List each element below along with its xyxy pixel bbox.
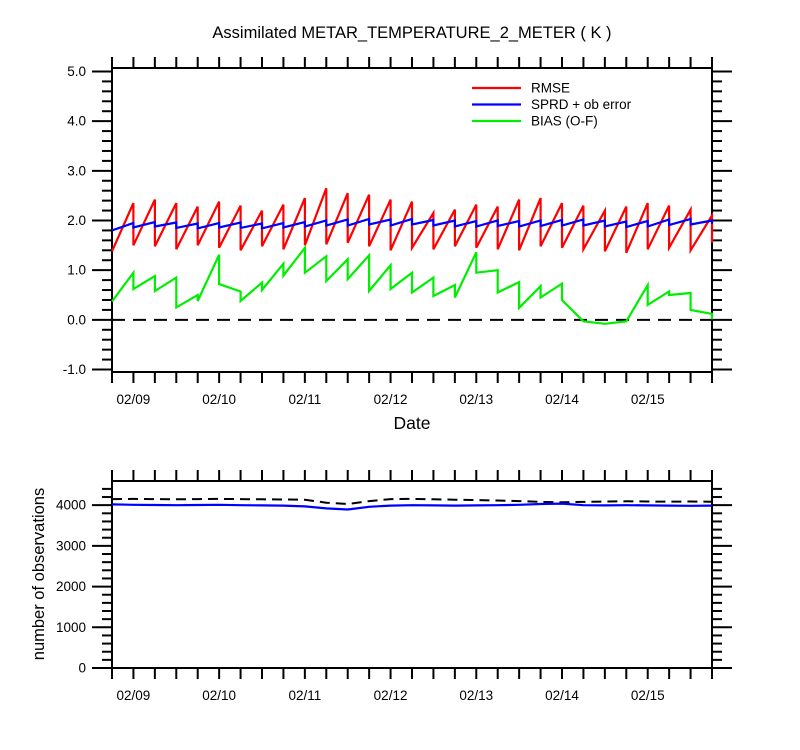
error-panel: -1.0 0.0 1.0 2.0 3.0 4.0 5.0 02/09 02/10 02/11 02/… xyxy=(63,57,732,407)
date-tick-label: 02/15 xyxy=(631,392,665,407)
plot-box xyxy=(111,480,713,669)
x-axis-title: Date xyxy=(394,413,431,433)
legend-label-rmse: RMSE xyxy=(531,81,570,96)
date-tick-label: 02/10 xyxy=(202,688,236,703)
date-tick-label: 02/14 xyxy=(545,688,579,703)
date-tick-label: 02/10 xyxy=(202,392,236,407)
legend: RMSE SPRD + ob error BIAS (O-F) xyxy=(472,81,632,129)
series-obs-solid xyxy=(111,502,713,511)
date-tick-label: 02/11 xyxy=(288,392,321,407)
y-tick-label: 3000 xyxy=(56,538,86,553)
date-tick-label: 02/12 xyxy=(374,688,408,703)
series-sprd xyxy=(111,217,714,232)
y-tick-label: 2000 xyxy=(56,579,86,594)
y-tick-label: 2.0 xyxy=(67,213,86,228)
y-tick-label: 0.0 xyxy=(67,312,86,327)
date-tick-label: 02/12 xyxy=(374,392,408,407)
y-tick-label: 3.0 xyxy=(67,163,86,178)
date-tick-label: 02/09 xyxy=(117,392,151,407)
date-tick-label: 02/14 xyxy=(545,392,579,407)
date-tick-label: 02/09 xyxy=(117,688,151,703)
legend-label-bias: BIAS (O-F) xyxy=(531,114,598,129)
y-tick-label: 4.0 xyxy=(67,114,86,129)
y-tick-label: 5.0 xyxy=(67,64,86,79)
date-tick-label: 02/13 xyxy=(459,688,493,703)
date-tick-label: 02/15 xyxy=(631,688,665,703)
observation-count-panel: 0 1000 2000 3000 4000 02/09 02/10 02/11 02/12 02/… xyxy=(56,470,732,703)
y-axis-title-observations: number of observations xyxy=(30,488,48,660)
legend-label-sprd: SPRD + ob error xyxy=(531,97,632,112)
y-tick-label: 1000 xyxy=(56,620,86,635)
chart-title: Assimilated METAR_TEMPERATURE_2_METER ( … xyxy=(212,24,611,42)
date-tick-label: 02/11 xyxy=(288,688,321,703)
date-tick-label: 02/13 xyxy=(459,392,493,407)
series-obs-dashed xyxy=(111,497,713,506)
y-tick-label: 1.0 xyxy=(67,263,86,278)
y-tick-label: -1.0 xyxy=(63,362,86,377)
series-bias xyxy=(111,244,714,325)
y-tick-label: 0 xyxy=(78,661,86,676)
series-rmse xyxy=(110,187,714,255)
y-tick-label: 4000 xyxy=(56,498,86,513)
